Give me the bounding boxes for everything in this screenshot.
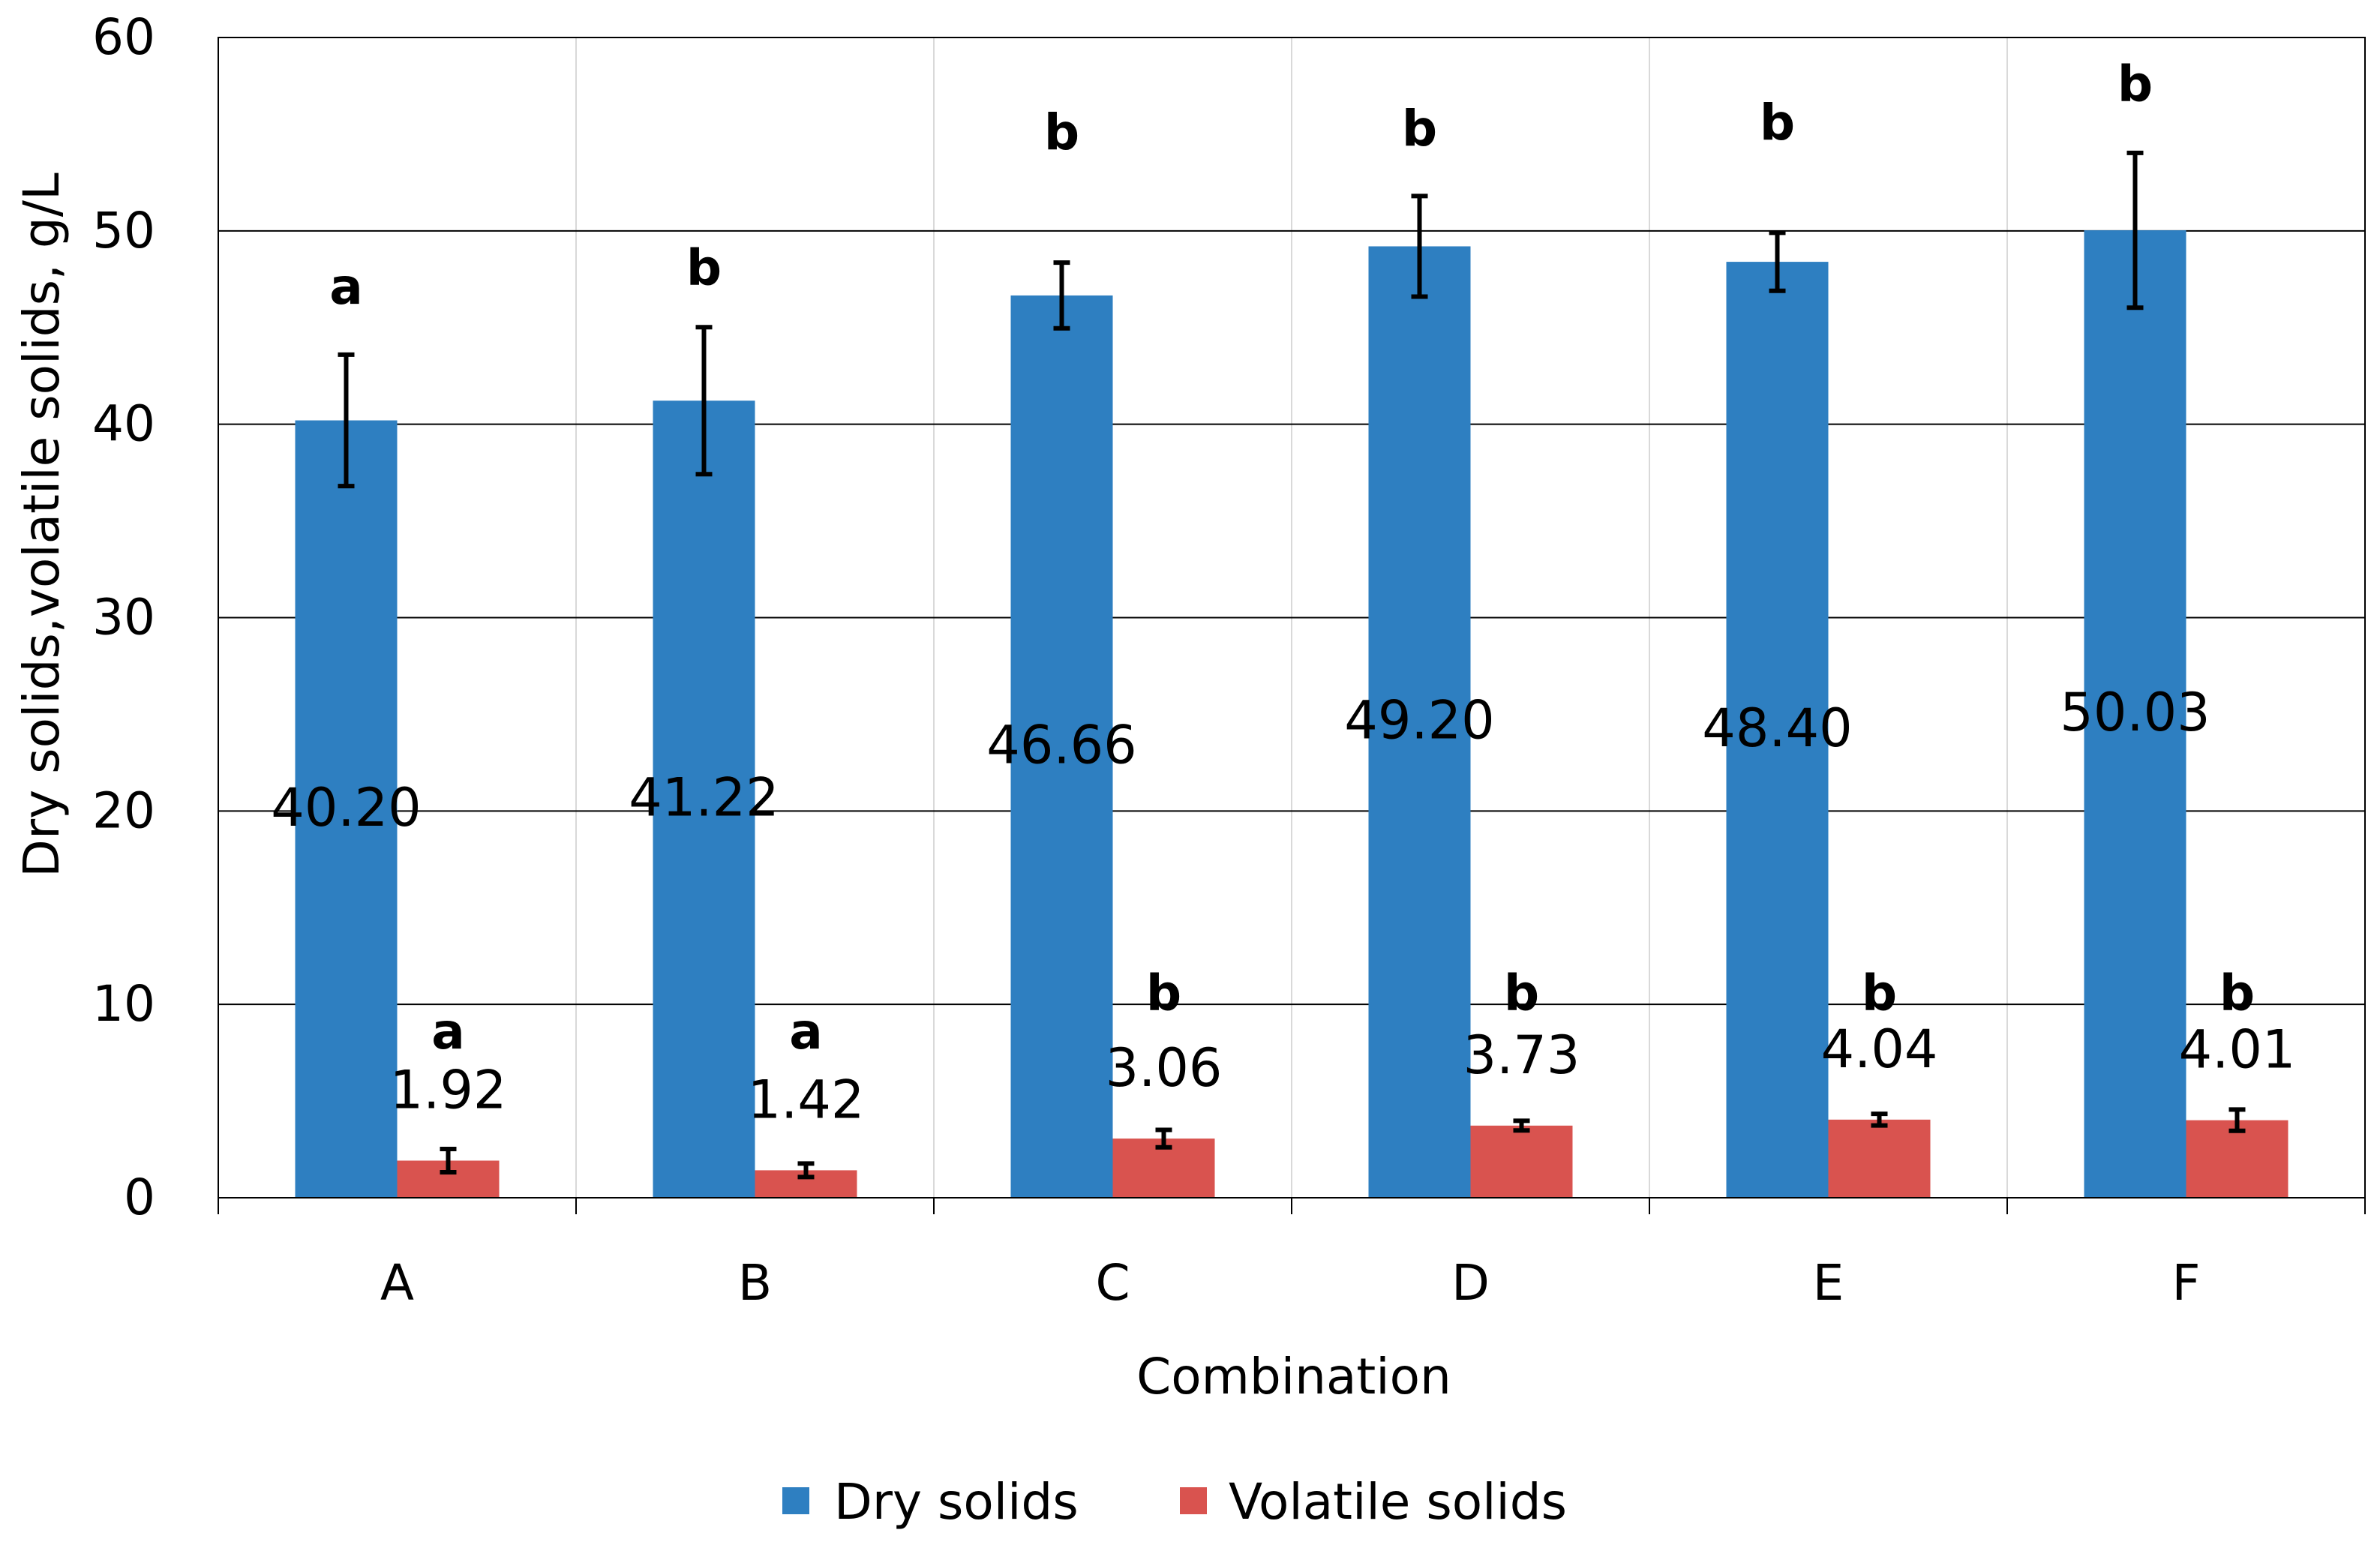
x-tick-label: D: [1451, 1254, 1490, 1312]
bar-dry-solids: [1368, 246, 1471, 1198]
legend-label-dry-solids: Dry solids: [834, 1473, 1079, 1531]
significance-letter-dry-solids: b: [1044, 104, 1079, 161]
error-bars-layer: [338, 150, 2246, 1180]
y-tick-label: 50: [92, 202, 155, 260]
x-tick-label: C: [1095, 1254, 1130, 1312]
legend-swatch-volatile-solids: [1180, 1487, 1207, 1514]
bar-dry-solids: [653, 400, 755, 1198]
x-tick-label: F: [2172, 1254, 2201, 1312]
data-label-dry-solids: 46.66: [986, 714, 1136, 776]
grid-layer: [218, 37, 2365, 1198]
bar-volatile-solids: [1470, 1125, 1573, 1198]
bar-volatile-solids: [1828, 1119, 1931, 1198]
labels-layer: 40.20 a 41.22 b 46.66 b 49.20 b 48.40 b 50.03 b 1.92…: [271, 55, 2295, 1130]
bar-dry-solids: [1010, 295, 1113, 1198]
bar-dry-solids: [295, 420, 398, 1198]
x-axis-title: Combination: [1136, 1348, 1451, 1406]
significance-letter-volatile-solids: a: [431, 1003, 465, 1060]
y-tick-label: 0: [124, 1168, 155, 1226]
x-tick-label: A: [380, 1254, 414, 1312]
data-label-dry-solids: 49.20: [1344, 690, 1494, 752]
legend: Dry solids Volatile solids: [782, 1473, 1567, 1531]
x-tick-label: B: [738, 1254, 772, 1312]
significance-letter-dry-solids: b: [686, 238, 722, 296]
y-tick-label: 30: [92, 589, 155, 646]
data-label-volatile-solids: 1.42: [748, 1069, 865, 1130]
bar-dry-solids: [2084, 230, 2186, 1198]
y-tick-label: 20: [92, 782, 155, 839]
legend-label-volatile-solids: Volatile solids: [1229, 1473, 1567, 1531]
significance-letter-dry-solids: a: [329, 258, 363, 316]
data-label-volatile-solids: 1.92: [390, 1059, 507, 1120]
significance-letter-dry-solids: b: [1760, 94, 1795, 152]
axes-layer: 0 10 20 30 40 50 60 A B C D E F: [92, 8, 2366, 1312]
y-tick-label: 60: [92, 8, 155, 66]
data-label-volatile-solids: 3.73: [1463, 1024, 1580, 1086]
y-tick-label: 10: [92, 975, 155, 1033]
bars-layer: [295, 230, 2288, 1198]
significance-letter-dry-solids: b: [1402, 100, 1437, 158]
data-label-volatile-solids: 4.01: [2179, 1019, 2296, 1081]
significance-letter-volatile-solids: b: [1862, 964, 1897, 1022]
y-tick-label: 40: [92, 395, 155, 453]
bar-dry-solids: [1726, 262, 1829, 1198]
significance-letter-volatile-solids: b: [1504, 964, 1539, 1022]
data-label-dry-solids: 40.20: [271, 777, 421, 838]
significance-letter-volatile-solids: b: [2219, 964, 2255, 1022]
significance-letter-volatile-solids: b: [1146, 964, 1181, 1022]
significance-letter-volatile-solids: a: [789, 1003, 823, 1060]
data-label-dry-solids: 50.03: [2060, 682, 2210, 743]
data-label-volatile-solids: 4.04: [1821, 1018, 1938, 1080]
significance-letter-dry-solids: b: [2117, 55, 2153, 112]
data-label-dry-solids: 41.22: [629, 767, 779, 829]
bar-volatile-solids: [2186, 1120, 2288, 1198]
legend-swatch-dry-solids: [782, 1487, 809, 1514]
x-tick-label: E: [1813, 1254, 1844, 1312]
data-label-volatile-solids: 3.06: [1106, 1037, 1223, 1099]
y-axis-title: Dry solids,volatile solids, g/L: [13, 172, 71, 878]
data-label-dry-solids: 48.40: [1702, 698, 1852, 759]
